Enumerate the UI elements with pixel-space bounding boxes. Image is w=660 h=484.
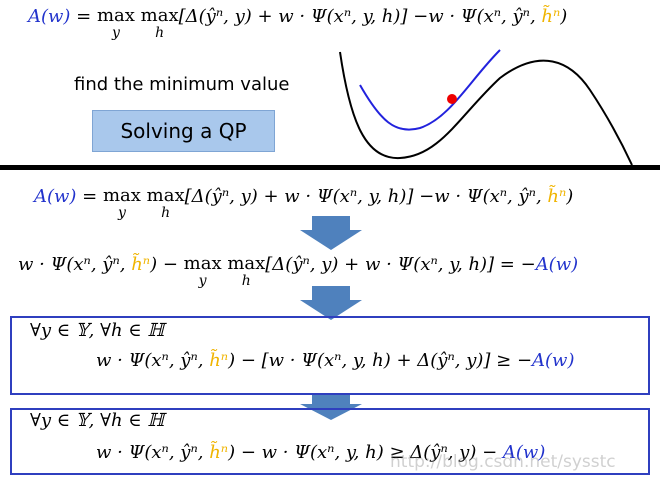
formula-part: A(w): [535, 254, 579, 275]
formula-part: ∀y ∈ 𝕐, ∀h ∈ ℍ: [30, 320, 165, 341]
max-operator: max y: [97, 6, 135, 41]
formula-part: w · Ψ(xⁿ, ŷⁿ,: [18, 254, 132, 275]
formula-part: ) − w · Ψ(xⁿ, y, h) ≥ Δ(ŷⁿ, y) −: [228, 442, 503, 463]
watermark: http://blog.csdn.net/sysstc: [390, 452, 616, 472]
formula-part: ): [560, 6, 568, 27]
formula-part: =: [70, 6, 97, 27]
arrow: [300, 394, 362, 420]
formula-part: h̃ⁿ: [131, 254, 151, 275]
formula-part: h̃ⁿ: [209, 350, 229, 371]
formula: ∀y ∈ 𝕐, ∀h ∈ ℍ: [30, 410, 164, 431]
note: find the minimum value: [74, 74, 290, 95]
subscript: h: [155, 24, 165, 41]
formula-part: A(w): [28, 6, 71, 27]
formula: w · Ψ(xⁿ, ŷⁿ, h̃ⁿ) − [w · Ψ(xⁿ, y, h) + …: [96, 350, 574, 371]
subscript: y: [118, 204, 126, 221]
max-operator: max y: [184, 254, 222, 289]
formula: A(w) = max y max h [Δ(ŷⁿ, y) + w · Ψ(xⁿ, y,…: [28, 6, 567, 41]
formula-part: h̃ⁿ: [209, 442, 229, 463]
formula-part: h̃ⁿ: [541, 6, 561, 27]
formula-part: w · Ψ(xⁿ, ŷⁿ,: [96, 442, 210, 463]
constraint-box: [10, 316, 650, 395]
max-operator: max h: [147, 186, 185, 221]
arrow: [300, 216, 362, 250]
formula-part: [Δ(ŷⁿ, y) + w · Ψ(xⁿ, y, h)] = −: [265, 254, 536, 275]
operator: max: [96, 5, 135, 26]
arrow: [300, 286, 362, 320]
formula-part: ∀y ∈ 𝕐, ∀h ∈ ℍ: [30, 410, 165, 431]
formula-part: A(w): [532, 350, 575, 371]
formula-part: A(w): [34, 186, 77, 207]
operator: max: [102, 185, 141, 206]
constraint-box: [10, 408, 650, 475]
formula-part: [Δ(ŷⁿ, y) + w · Ψ(xⁿ, y, h)] −w · Ψ(xⁿ, …: [178, 6, 542, 27]
curve: [339, 51, 633, 166]
formula-part: A(w): [502, 442, 546, 463]
operator: max: [146, 185, 185, 206]
formula-part: w · Ψ(xⁿ, ŷⁿ,: [96, 350, 210, 371]
formula: w · Ψ(xⁿ, ŷⁿ, h̃ⁿ) − max y max h [Δ(ŷⁿ, y) …: [18, 254, 578, 289]
formula: w · Ψ(xⁿ, ŷⁿ, h̃ⁿ) − w · Ψ(xⁿ, y, h) ≥ Δ…: [96, 442, 545, 463]
max-operator: max h: [227, 254, 265, 289]
max-operator: max y: [103, 186, 141, 221]
subscript: y: [198, 272, 207, 289]
arrows: [300, 216, 362, 420]
upper-bound: [359, 49, 501, 131]
formula-part: [Δ(ŷⁿ, y) + w · Ψ(xⁿ, y, h)] −w · Ψ(xⁿ, …: [184, 186, 548, 207]
operator: max: [227, 253, 266, 274]
max-operator: max h: [141, 6, 179, 41]
formula-part: ) − [w · Ψ(xⁿ, y, h) + Δ(ŷⁿ, y)] ≥ −: [228, 350, 533, 371]
subscript: h: [241, 272, 251, 289]
formula: ∀y ∈ 𝕐, ∀h ∈ ℍ: [30, 320, 164, 341]
formula: A(w) = max y max h [Δ(ŷⁿ, y) + w · Ψ(xⁿ, y,…: [34, 186, 573, 221]
touch-point: [447, 94, 457, 104]
subscript: h: [161, 204, 171, 221]
divider: [0, 165, 660, 170]
formula-part: =: [76, 186, 103, 207]
operator: max: [140, 5, 179, 26]
formula-part: ) −: [150, 254, 184, 275]
qp-button: Solving a QP: [92, 110, 275, 152]
formula-part: ): [566, 186, 574, 207]
subscript: y: [112, 24, 120, 41]
operator: max: [183, 253, 222, 274]
formula-part: h̃ⁿ: [547, 186, 567, 207]
